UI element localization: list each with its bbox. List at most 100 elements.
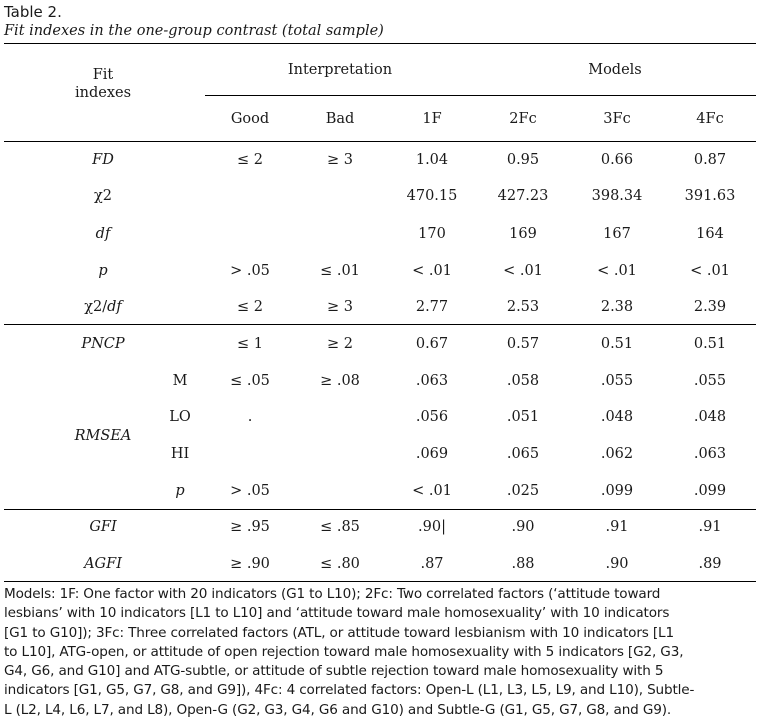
value-3fc: .048 [600,409,634,425]
value-1f: .056 [415,409,449,425]
value-1f: .063 [415,373,449,389]
header-interpretation: Interpretation [287,62,393,78]
sub-label: LO [169,409,191,425]
sub-label: HI [170,446,190,462]
good-value: > .05 [230,263,270,279]
value-4fc: 391.63 [684,188,736,204]
rmsea-label: RMSEA [74,428,132,444]
value-1f: .069 [415,446,449,462]
row-label: FD [92,152,114,168]
value-2fc: .051 [506,409,540,425]
value-1f: .90| [418,519,446,535]
good-value: ≤ 2 [237,299,263,315]
value-4fc: .048 [693,409,727,425]
value-2fc: 169 [509,226,537,242]
sub-label: p [175,483,185,499]
value-3fc: .90 [605,556,629,572]
section-rule-1 [4,324,756,325]
value-2fc: .058 [506,373,540,389]
bad-value: ≤ .80 [320,556,360,572]
value-1f: 170 [418,226,446,242]
note-line: indicators [G1, G5, G7, G8, and G9]), 4F… [4,682,695,699]
row-label: p [98,263,108,279]
row-label: χ2/df [84,298,122,316]
bad-value: ≥ 3 [327,152,353,168]
value-3fc: < .01 [597,263,637,279]
top-rule [4,43,756,45]
value-4fc: .055 [693,373,727,389]
value-2fc: < .01 [503,263,543,279]
value-3fc: .062 [600,446,634,462]
note-line: L (L2, L4, L6, L7, and L8), Open-G (G2, … [4,701,672,718]
table-caption: Table 2. Fit indexes in the one-group co… [4,3,754,41]
good-value: . [247,409,253,425]
row-label: χ2 [93,188,113,204]
header-fit-line1: Fit [92,67,114,83]
bad-value: ≥ 3 [327,299,353,315]
value-2fc: .90 [511,519,535,535]
good-value: ≥ .90 [230,556,270,572]
header-model-1f: 1F [422,111,442,127]
bad-value: ≥ 2 [327,336,353,352]
value-1f: 2.77 [415,299,449,315]
value-4fc: .91 [698,519,722,535]
value-4fc: 2.39 [693,299,727,315]
value-1f: 470.15 [406,188,458,204]
row-label: df [95,226,111,242]
header-model-3fc: 3Fc [603,111,631,127]
value-2fc: .025 [506,483,540,499]
header-fit-line2: indexes [74,85,132,101]
header-model-4fc: 4Fc [696,111,724,127]
value-3fc: 398.34 [591,188,643,204]
good-value: ≤ 1 [237,336,263,352]
good-value: > .05 [230,483,270,499]
value-3fc: .099 [600,483,634,499]
row-label: PNCP [81,336,125,352]
value-1f: < .01 [412,263,452,279]
value-2fc: 0.95 [506,152,540,168]
value-1f: 1.04 [415,152,449,168]
bad-value: ≤ .85 [320,519,360,535]
header-bad: Bad [325,111,355,127]
bad-value: ≥ .08 [320,373,360,389]
value-3fc: 167 [603,226,631,242]
note-line: to L10], ATG-open, or attitude of open r… [4,643,684,660]
value-2fc: 0.57 [506,336,540,352]
good-value: ≤ .05 [230,373,270,389]
value-3fc: .055 [600,373,634,389]
value-1f: 0.67 [415,336,449,352]
header-good: Good [230,111,270,127]
table-title: Table 2. [4,3,62,21]
note-line: lesbians’ with 10 indicators [L1 to L10]… [4,605,670,622]
value-4fc: 164 [696,226,724,242]
value-4fc: 0.87 [693,152,727,168]
value-3fc: 0.51 [600,336,634,352]
note-line: [G1 to G10]); 3Fc: Three correlated fact… [4,624,674,641]
bottom-rule [4,581,756,583]
good-value: ≤ 2 [237,152,263,168]
value-4fc: .063 [693,446,727,462]
good-value: ≥ .95 [230,519,270,535]
value-4fc: .099 [693,483,727,499]
sub-label: M [172,373,188,389]
value-1f: .87 [420,556,444,572]
value-2fc: .065 [506,446,540,462]
row-label: AGFI [84,556,122,572]
value-2fc: 427.23 [497,188,549,204]
value-4fc: < .01 [690,263,730,279]
value-3fc: 0.66 [600,152,634,168]
row-label-chi2: χ2/ [84,299,108,315]
value-2fc: .88 [511,556,535,572]
value-4fc: .89 [698,556,722,572]
table-subtitle: Fit indexes in the one-group contrast (t… [4,23,384,39]
value-4fc: 0.51 [693,336,727,352]
value-1f: < .01 [412,483,452,499]
note-line: G4, G6, and G10] and ATG-subtle, or atti… [4,663,664,680]
row-label-df: df [107,299,122,315]
header-bottom-rule [4,141,756,143]
note-line: Models: 1F: One factor with 20 indicator… [4,586,661,602]
value-2fc: 2.53 [506,299,540,315]
row-label: GFI [89,519,117,535]
table-notes: Models: 1F: One factor with 20 indicator… [4,585,756,720]
header-model-2fc: 2Fc [509,111,537,127]
